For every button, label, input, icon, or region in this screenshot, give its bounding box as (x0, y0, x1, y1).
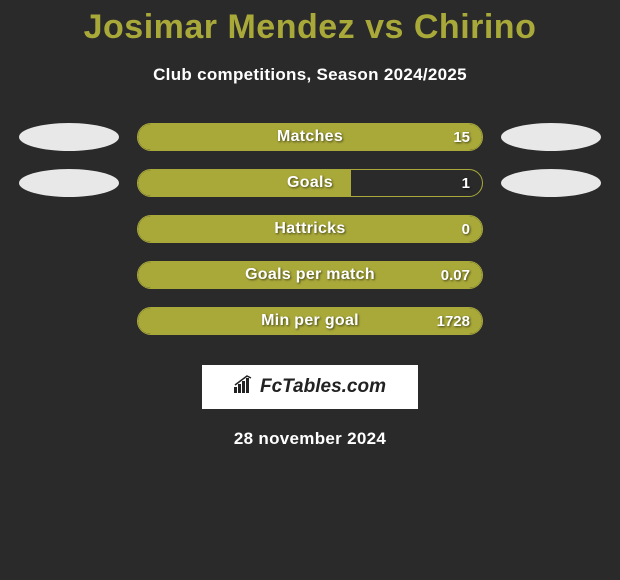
stat-label: Goals (138, 170, 482, 196)
player-right-marker (501, 123, 601, 151)
stat-value: 0 (462, 216, 470, 242)
stat-bar: Min per goal1728 (137, 307, 483, 335)
stat-bar: Goals per match0.07 (137, 261, 483, 289)
stat-value: 0.07 (441, 262, 470, 288)
stat-bar: Goals1 (137, 169, 483, 197)
stat-value: 1728 (437, 308, 470, 334)
stat-label: Hattricks (138, 216, 482, 242)
player-left-marker (19, 123, 119, 151)
stat-label: Matches (138, 124, 482, 150)
player-right-marker (501, 169, 601, 197)
date-label: 28 november 2024 (0, 429, 620, 449)
stat-label: Min per goal (138, 308, 482, 334)
stat-row: Goals per match0.07 (0, 261, 620, 289)
logo-box[interactable]: FcTables.com (202, 365, 418, 409)
stat-value: 15 (453, 124, 470, 150)
chart-icon (234, 375, 256, 399)
stat-row: Hattricks0 (0, 215, 620, 243)
stat-bar: Matches15 (137, 123, 483, 151)
logo-text: FcTables.com (260, 376, 386, 398)
stat-label: Goals per match (138, 262, 482, 288)
stat-row: Min per goal1728 (0, 307, 620, 335)
stat-rows: Matches15 Goals1 Hattricks0 Goals per match… (0, 123, 620, 335)
subtitle: Club competitions, Season 2024/2025 (0, 65, 620, 85)
logo: FcTables.com (234, 375, 386, 399)
comparison-card: Josimar Mendez vs Chirino Club competiti… (0, 0, 620, 449)
stat-row: Goals1 (0, 169, 620, 197)
page-title: Josimar Mendez vs Chirino (0, 8, 620, 47)
stat-row: Matches15 (0, 123, 620, 151)
stat-value: 1 (462, 170, 470, 196)
stat-bar: Hattricks0 (137, 215, 483, 243)
player-left-marker (19, 169, 119, 197)
